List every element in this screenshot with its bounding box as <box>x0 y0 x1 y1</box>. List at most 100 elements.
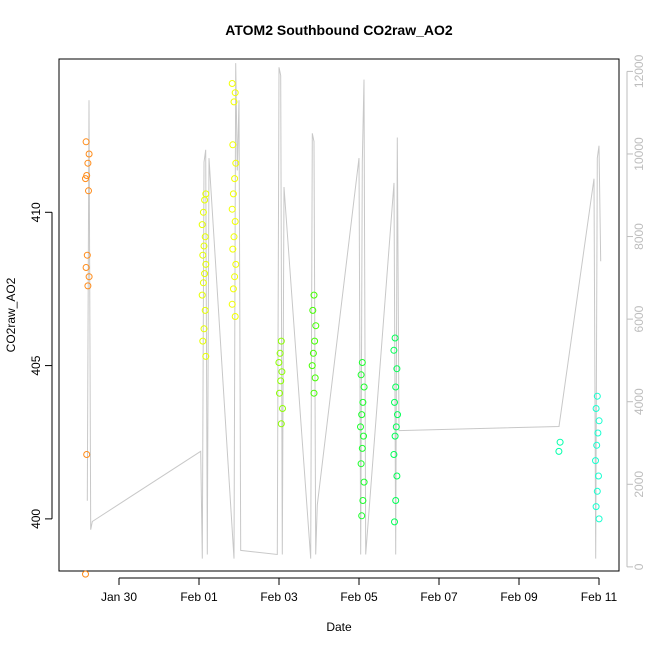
data-point <box>202 260 210 268</box>
chart-title: ATOM2 Southbound CO2raw_AO2 <box>225 22 453 38</box>
data-point <box>202 352 210 360</box>
data-point <box>277 420 285 428</box>
data-point <box>392 423 400 431</box>
data-point <box>275 359 283 366</box>
data-point <box>595 472 602 480</box>
data-point <box>593 487 601 495</box>
x-axis: Jan 30 Feb 01 Feb 03 Feb 05 Feb 07 Feb 09 Feb … <box>101 577 618 604</box>
data-point <box>82 570 89 578</box>
data-point <box>392 497 400 504</box>
x-tick-label: Feb 11 <box>581 590 618 604</box>
points-layer <box>82 80 603 578</box>
y-axis-right: 0 2000 4000 6000 8000 10000 12000 <box>626 54 646 570</box>
y2-tick-label: 8000 <box>632 223 646 250</box>
data-point <box>391 398 398 406</box>
data-point <box>394 411 401 419</box>
y-tick-label: 405 <box>29 355 43 375</box>
data-point <box>232 260 240 268</box>
data-point <box>390 451 398 458</box>
data-point <box>393 365 401 373</box>
data-point <box>229 141 237 149</box>
data-point <box>595 515 603 523</box>
data-point <box>276 389 283 397</box>
data-point <box>393 472 401 480</box>
data-point <box>391 518 398 526</box>
data-point <box>357 460 365 468</box>
data-point <box>391 334 399 342</box>
data-point <box>231 175 239 183</box>
data-point <box>198 221 206 229</box>
data-point <box>230 233 238 241</box>
data-point <box>201 233 209 241</box>
data-point <box>308 362 316 370</box>
data-point <box>199 337 207 345</box>
data-point <box>359 398 367 406</box>
data-point <box>358 444 366 452</box>
x-tick-label: Jan 30 <box>101 590 137 604</box>
data-point <box>82 175 89 183</box>
x-axis-label: Date <box>326 620 352 634</box>
data-point <box>83 172 91 179</box>
y-axis-label: CO2raw_AO2 <box>4 277 18 352</box>
data-point <box>229 245 237 253</box>
line-series-layer <box>86 63 602 559</box>
data-point <box>231 313 239 320</box>
x-tick-label: Feb 05 <box>340 590 378 604</box>
data-point <box>84 159 92 167</box>
data-point <box>199 251 207 259</box>
data-point <box>85 273 93 281</box>
data-point <box>202 190 210 198</box>
data-point <box>391 432 399 440</box>
data-point <box>82 264 90 271</box>
data-point <box>230 98 238 106</box>
data-point <box>312 322 320 330</box>
data-point <box>358 359 366 366</box>
data-point <box>392 383 400 391</box>
data-point <box>592 457 599 465</box>
data-point <box>311 337 319 345</box>
data-point <box>232 159 240 167</box>
y2-tick-label: 4000 <box>632 388 646 415</box>
data-point <box>358 512 366 520</box>
data-point <box>360 478 368 486</box>
data-point <box>84 282 92 290</box>
data-point <box>228 80 236 87</box>
data-point <box>593 392 601 400</box>
data-point <box>592 405 600 412</box>
data-point <box>310 291 318 299</box>
data-point <box>201 270 209 278</box>
plot-frame <box>58 58 620 572</box>
data-point <box>198 291 206 299</box>
data-point <box>277 377 285 385</box>
data-point <box>229 285 237 293</box>
data-point <box>360 432 367 440</box>
data-point <box>82 138 90 146</box>
data-point <box>279 405 286 412</box>
data-point <box>358 411 366 419</box>
data-point <box>199 208 207 216</box>
data-point <box>593 441 601 449</box>
data-point <box>278 368 286 376</box>
y2-tick-label: 10000 <box>632 137 646 171</box>
data-point <box>83 251 91 259</box>
data-point <box>594 429 602 437</box>
data-point <box>85 187 92 195</box>
data-point <box>228 300 236 308</box>
data-point <box>229 190 237 198</box>
x-tick-label: Feb 03 <box>260 590 298 604</box>
y2-tick-label: 0 <box>632 563 646 570</box>
data-point <box>311 374 319 382</box>
data-point <box>556 438 564 446</box>
x-tick-label: Feb 01 <box>180 590 218 604</box>
data-point <box>231 89 239 97</box>
data-point <box>592 503 600 511</box>
data-point <box>357 371 365 379</box>
data-point <box>83 451 91 458</box>
y-tick-label: 410 <box>29 202 43 222</box>
data-point <box>276 349 284 357</box>
data-point <box>201 196 209 204</box>
data-point <box>360 383 368 391</box>
data-point <box>200 242 208 250</box>
data-point <box>199 279 207 287</box>
